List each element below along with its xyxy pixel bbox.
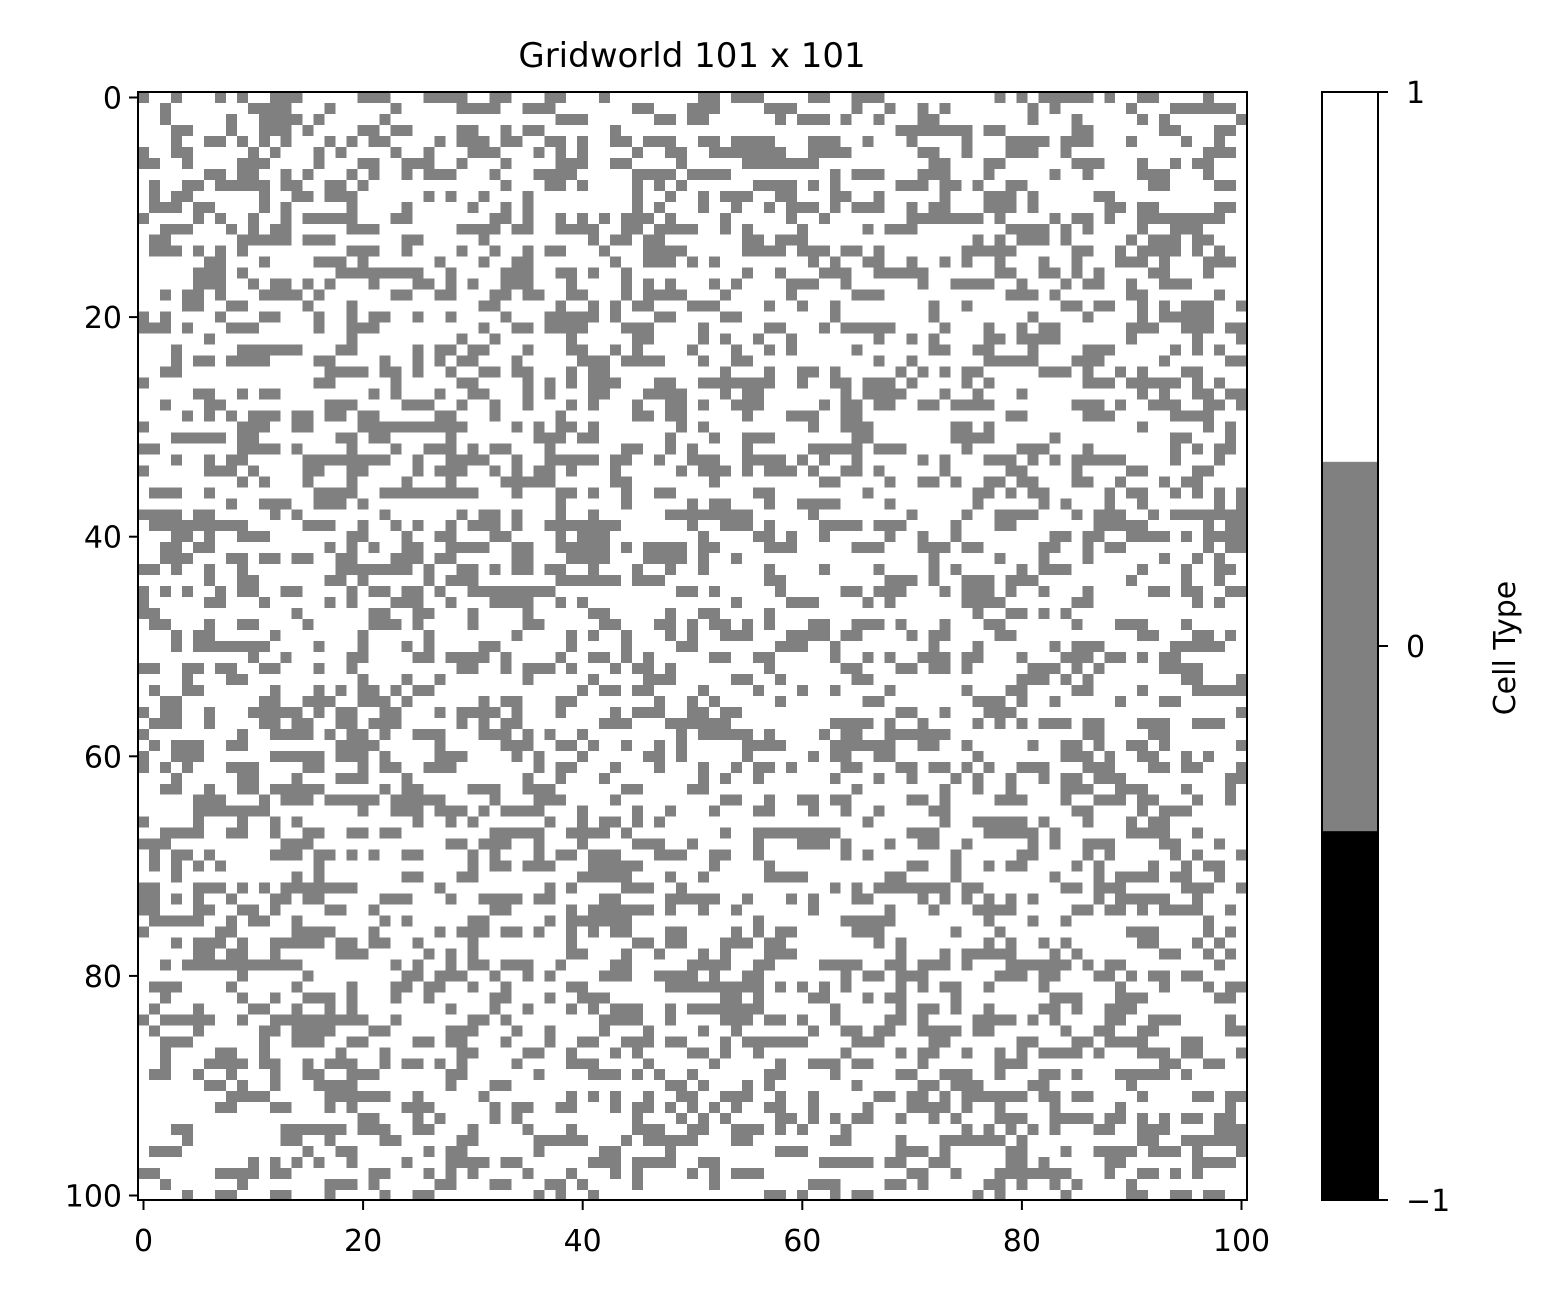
y-axis: 0 20 40 60 80 100 bbox=[65, 81, 138, 1215]
x-tick-label: 40 bbox=[564, 1224, 602, 1259]
y-tick-label: 0 bbox=[103, 81, 122, 116]
y-tick-label: 40 bbox=[84, 521, 122, 556]
plot-frame bbox=[137, 91, 1248, 1201]
x-tick-label: 60 bbox=[783, 1224, 821, 1259]
y-tick-label: 20 bbox=[84, 301, 122, 336]
x-tick-label: 80 bbox=[1003, 1224, 1041, 1259]
x-tick-label: 20 bbox=[344, 1224, 382, 1259]
y-tick-label: 80 bbox=[84, 960, 122, 995]
y-tick-label: 100 bbox=[65, 1180, 122, 1215]
colorbar-segment bbox=[1322, 461, 1378, 832]
y-tick-label: 60 bbox=[84, 740, 122, 775]
colorbar-tick-label: 0 bbox=[1406, 630, 1425, 665]
colorbar bbox=[1322, 92, 1378, 1201]
colorbar-segment bbox=[1322, 92, 1378, 462]
heatmap-cells bbox=[138, 92, 1247, 1201]
x-axis: 0 20 40 60 80 100 bbox=[134, 1201, 1270, 1259]
wall-cells bbox=[138, 92, 1247, 1201]
colorbar-axis: 1 0 −1 bbox=[1378, 76, 1450, 1219]
colorbar-label: Cell Type bbox=[1488, 581, 1523, 716]
colorbar-tick-label: −1 bbox=[1406, 1184, 1450, 1219]
x-tick-label: 0 bbox=[134, 1224, 153, 1259]
colorbar-segment bbox=[1322, 830, 1378, 1201]
chart-title: Gridworld 101 x 101 bbox=[518, 36, 865, 76]
colorbar-tick-label: 1 bbox=[1406, 76, 1425, 111]
x-tick-label: 100 bbox=[1213, 1224, 1270, 1259]
